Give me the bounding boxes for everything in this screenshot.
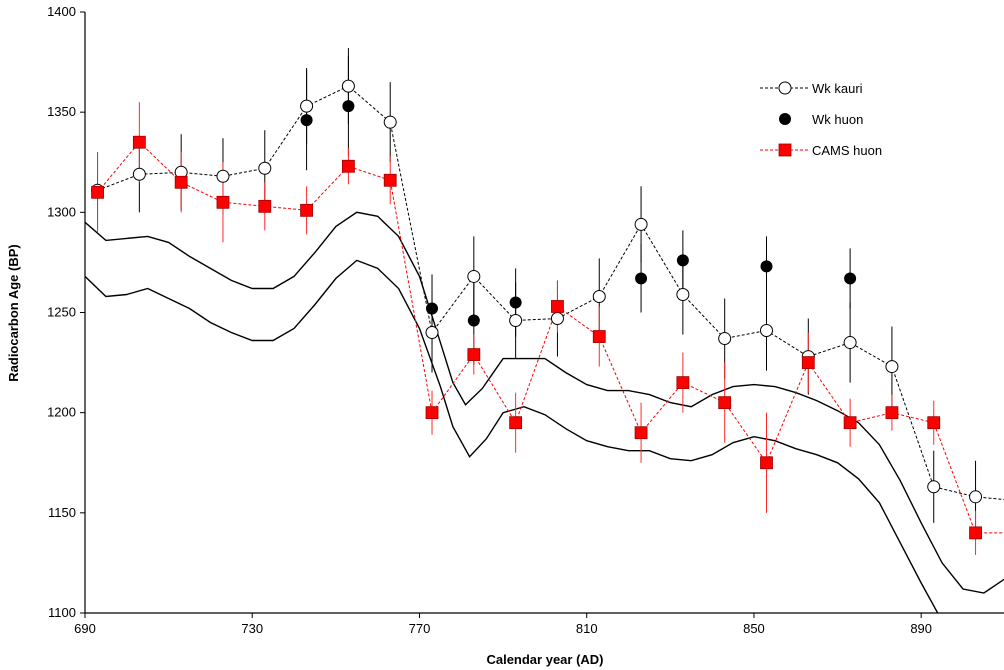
data-point: [341, 159, 355, 173]
data-point: [300, 99, 314, 113]
data-point: [969, 490, 983, 504]
data-point: [550, 312, 564, 326]
data-point: [509, 416, 523, 430]
data-point: [132, 167, 146, 181]
y-tick-label: 1350: [47, 104, 76, 119]
data-point: [91, 185, 104, 199]
y-axis-title: Radiocarbon Age (BP): [6, 244, 21, 381]
data-point: [760, 260, 773, 273]
data-series: [91, 48, 1004, 555]
data-point: [885, 406, 899, 420]
data-point: [132, 135, 146, 149]
y-tick-label: 1300: [47, 204, 76, 219]
data-point: [843, 416, 857, 430]
data-point: [927, 416, 941, 430]
calibration-band: [85, 211, 1004, 613]
y-tick-label: 1200: [47, 405, 76, 420]
data-point: [383, 115, 397, 129]
x-tick-label: 810: [576, 621, 598, 636]
data-point: [216, 169, 230, 183]
data-point: [676, 376, 690, 390]
data-point: [300, 114, 313, 127]
x-tick-label: 730: [241, 621, 263, 636]
data-point: [174, 175, 188, 189]
legend-label: CAMS huon: [812, 143, 882, 158]
x-tick-label: 850: [743, 621, 765, 636]
data-point: [509, 314, 523, 328]
data-point: [718, 332, 732, 346]
data-point: [258, 199, 272, 213]
data-point: [969, 526, 982, 540]
data-point: [634, 217, 648, 231]
series-line: [97, 85, 1004, 501]
data-point: [759, 324, 773, 338]
data-point: [425, 406, 439, 420]
x-tick-label: 770: [409, 621, 431, 636]
data-point: [383, 173, 397, 187]
calibration-curve-lower: [85, 259, 939, 613]
data-point: [467, 269, 481, 283]
x-tick-label: 890: [910, 621, 932, 636]
y-tick-label: 1100: [48, 605, 76, 620]
x-tick-label: 690: [74, 621, 96, 636]
series-line: [97, 141, 1004, 534]
data-point: [676, 254, 689, 267]
legend-marker: [778, 143, 792, 157]
data-point: [718, 396, 732, 410]
legend-label: Wk kauri: [812, 81, 863, 96]
data-point: [258, 161, 272, 175]
data-point: [927, 480, 941, 494]
data-point: [885, 360, 899, 374]
data-point: [467, 348, 481, 361]
data-point: [342, 100, 355, 113]
data-point: [341, 79, 355, 93]
calibration-curve-upper: [85, 211, 1004, 594]
y-tick-label: 1400: [47, 4, 76, 19]
data-point: [300, 203, 313, 217]
data-point: [844, 272, 857, 285]
data-point: [634, 426, 648, 440]
data-point: [843, 336, 857, 350]
y-tick-label: 1250: [47, 305, 76, 320]
legend-item: CAMS huon: [760, 143, 882, 158]
legend-item: Wk kauri: [760, 81, 863, 96]
x-axis-title: Calendar year (AD): [486, 652, 603, 667]
data-point: [425, 326, 439, 340]
data-point: [551, 300, 564, 313]
legend-label: Wk huon: [812, 112, 863, 127]
data-point: [801, 356, 815, 369]
data-point: [760, 456, 773, 470]
data-point: [216, 195, 230, 209]
legend-item: Wk huon: [779, 112, 863, 127]
data-point: [592, 289, 606, 303]
data-point: [592, 330, 606, 343]
data-point: [467, 314, 480, 327]
data-point: [676, 287, 690, 301]
data-point: [635, 272, 648, 285]
y-tick-label: 1150: [48, 505, 76, 520]
legend-marker: [778, 81, 792, 95]
legend-marker: [779, 113, 791, 125]
legend: Wk kauri Wk huon CAMS huon: [760, 81, 882, 158]
axes: 1100 1150 1200 1250 1300 1350 1400 690 730 770 810…: [47, 4, 1004, 636]
data-point: [426, 302, 439, 315]
data-point: [509, 296, 522, 309]
